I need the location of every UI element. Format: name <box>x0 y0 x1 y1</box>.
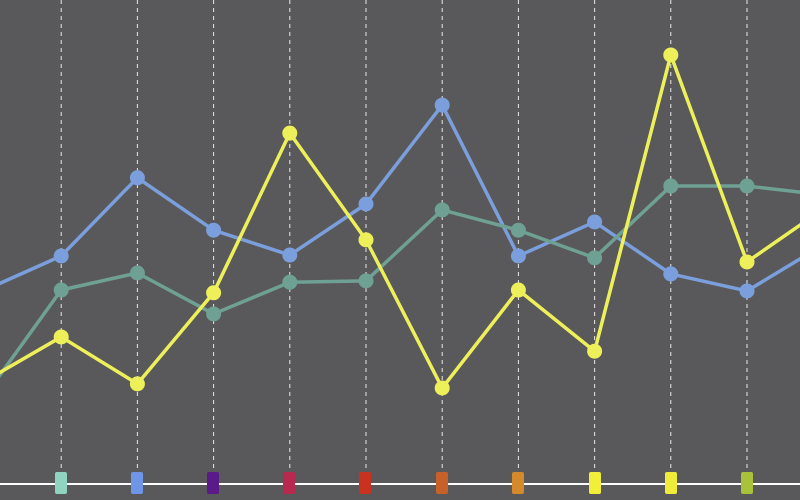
category-marker <box>283 472 295 494</box>
category-marker <box>589 472 601 494</box>
category-marker <box>741 472 753 494</box>
category-marker <box>55 472 67 494</box>
guides <box>60 0 748 484</box>
data-point <box>434 97 450 113</box>
data-point <box>53 282 69 298</box>
series-line <box>0 53 800 390</box>
data-point <box>434 380 450 396</box>
data-point <box>510 222 526 238</box>
data-point <box>739 283 755 299</box>
data-point <box>129 170 145 186</box>
data-point <box>358 273 374 289</box>
category-marker <box>207 472 219 494</box>
data-point <box>282 247 298 263</box>
category-marker <box>665 472 677 494</box>
category-marker <box>359 472 371 494</box>
data-point <box>206 285 222 301</box>
data-point <box>587 250 603 266</box>
plot <box>0 47 800 396</box>
series <box>0 178 800 378</box>
category-marker <box>436 472 448 494</box>
series-line <box>0 103 800 293</box>
category-marker <box>512 472 524 494</box>
data-point <box>206 222 222 238</box>
data-point <box>358 232 374 248</box>
data-point <box>587 214 603 230</box>
category-markers <box>55 472 753 494</box>
data-point <box>510 248 526 264</box>
data-point <box>663 178 679 194</box>
series <box>0 97 800 299</box>
series-line <box>0 184 800 378</box>
data-point <box>282 274 298 290</box>
data-point <box>587 343 603 359</box>
data-point <box>663 266 679 282</box>
data-point <box>663 47 679 63</box>
data-point <box>129 265 145 281</box>
data-point <box>53 329 69 345</box>
data-point <box>282 125 298 141</box>
data-point <box>434 202 450 218</box>
category-marker <box>131 472 143 494</box>
data-point <box>510 282 526 298</box>
data-point <box>206 306 222 322</box>
data-point <box>358 196 374 212</box>
data-point <box>739 178 755 194</box>
data-point <box>739 254 755 270</box>
series <box>0 47 800 396</box>
data-point <box>129 376 145 392</box>
data-point <box>53 248 69 264</box>
